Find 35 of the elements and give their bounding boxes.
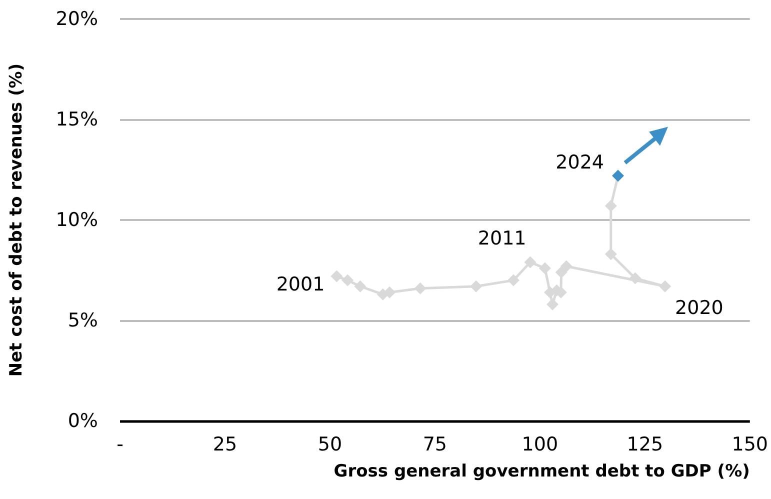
y-tick-label: 20% <box>56 8 98 30</box>
point <box>604 200 617 212</box>
y-axis-title: Net cost of debt to revenues (%) <box>6 63 26 377</box>
x-axis-title: Gross general government debt to GDP (%) <box>334 462 750 482</box>
y-tick-label: 15% <box>56 108 98 130</box>
point <box>507 274 520 286</box>
point <box>546 298 559 310</box>
y-tick-label: 10% <box>56 209 98 231</box>
point <box>524 256 536 268</box>
annotation: 2020 <box>675 296 724 319</box>
point <box>555 266 568 278</box>
x-tick-label: 75 <box>422 434 448 456</box>
y-tick-label: 0% <box>68 410 98 432</box>
point <box>342 274 354 286</box>
annotation: 2001 <box>276 273 325 296</box>
point <box>354 280 366 292</box>
x-tick-label: 125 <box>626 434 664 456</box>
point <box>629 272 642 284</box>
point <box>538 262 551 274</box>
point <box>470 280 482 292</box>
point <box>330 270 343 282</box>
x-tick-label: 100 <box>522 434 558 456</box>
x-tick-label: 150 <box>732 434 768 456</box>
point <box>612 170 624 182</box>
x-tick-label: 25 <box>212 434 238 456</box>
x-tick-label: - <box>116 434 124 456</box>
point <box>604 248 617 260</box>
point <box>560 260 572 272</box>
y-tick-label: 5% <box>68 310 98 332</box>
x-tick-label: 50 <box>318 434 342 456</box>
annotation: 2024 <box>556 151 604 174</box>
annotation: 2011 <box>478 228 526 250</box>
point <box>414 282 426 294</box>
point <box>659 280 672 292</box>
point <box>384 286 396 298</box>
